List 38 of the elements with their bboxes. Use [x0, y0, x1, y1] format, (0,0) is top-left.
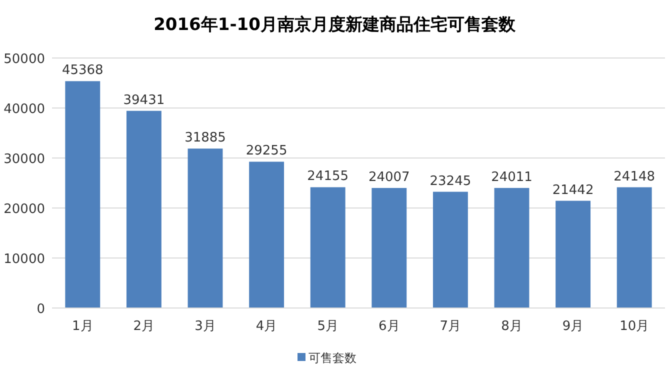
x-tick-label: 4月	[256, 319, 278, 334]
legend-label: 可售套数	[308, 351, 356, 365]
x-tick-label: 1月	[72, 319, 94, 334]
x-tick-label: 6月	[378, 319, 400, 334]
data-label: 31885	[184, 130, 226, 146]
bar	[126, 110, 162, 308]
y-tick-label: 20000	[4, 202, 45, 217]
data-label: 24007	[368, 170, 410, 185]
x-tick-label: 8月	[501, 319, 522, 334]
bar	[310, 187, 346, 308]
data-label: 23245	[430, 174, 472, 189]
bar	[249, 162, 284, 308]
bar	[188, 148, 223, 308]
data-label: 39431	[123, 92, 165, 108]
y-tick-label: 40000	[4, 102, 45, 117]
bar	[372, 188, 407, 308]
y-tick-label: 30000	[4, 152, 45, 167]
data-label: 24011	[491, 170, 532, 185]
x-tick-label: 2月	[133, 319, 155, 334]
bar	[556, 200, 591, 308]
x-tick-label: 9月	[562, 319, 584, 334]
data-label: 24148	[614, 169, 656, 184]
x-tick-label: 7月	[440, 319, 462, 334]
y-tick-label: 50000	[4, 52, 45, 67]
bar	[65, 81, 100, 308]
data-label: 29255	[246, 144, 288, 159]
x-tick-label: 10月	[620, 319, 650, 334]
chart-title: 2016年1-10月南京月度新建商品住宅可售套数	[154, 15, 516, 35]
bar	[616, 187, 652, 308]
y-tick-label: 10000	[4, 252, 45, 267]
data-label: 24155	[307, 169, 349, 184]
data-label: 45368	[62, 63, 104, 78]
x-tick-label: 5月	[317, 319, 338, 334]
data-label: 21442	[552, 182, 594, 198]
y-tick-label: 0	[36, 302, 45, 317]
bar	[494, 188, 530, 308]
x-tick-label: 3月	[194, 319, 216, 334]
bar	[432, 192, 468, 308]
